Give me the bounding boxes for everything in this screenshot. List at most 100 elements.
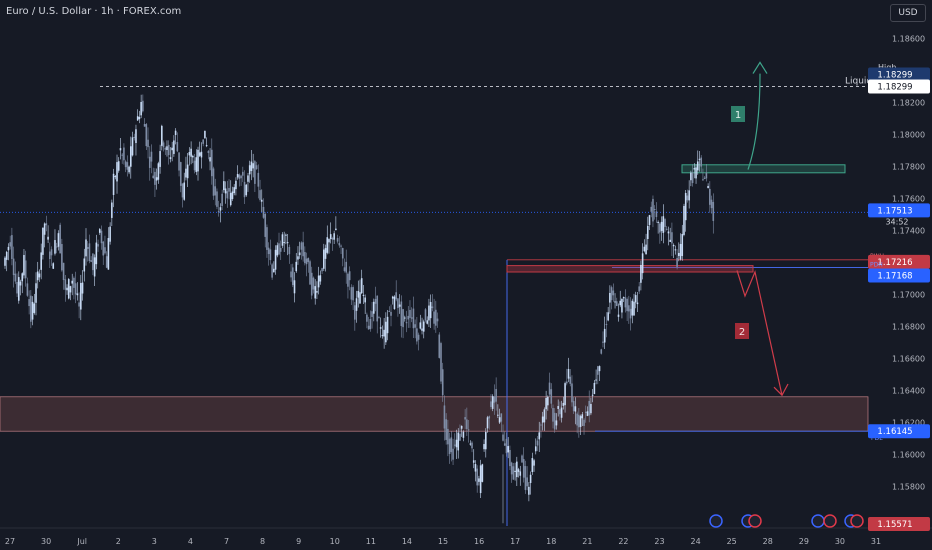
candle-body xyxy=(386,316,389,334)
candle-body xyxy=(455,439,458,448)
candle-body xyxy=(95,242,98,265)
candle-body xyxy=(438,334,441,358)
candle-body xyxy=(155,177,158,181)
candle-body xyxy=(49,251,51,260)
candle-body xyxy=(283,242,285,244)
candle-body xyxy=(378,317,380,319)
pdl-tag: PDL xyxy=(871,435,883,442)
candle-body xyxy=(338,242,341,246)
candle-body xyxy=(340,245,342,247)
candle-body xyxy=(26,283,29,296)
candle-body xyxy=(86,247,89,249)
candle-body xyxy=(98,229,101,233)
candle-body xyxy=(255,165,258,170)
candle-body xyxy=(124,161,127,168)
candle-body xyxy=(398,304,401,307)
candle-body xyxy=(55,246,58,248)
candle-body xyxy=(490,401,492,407)
candle-body xyxy=(640,265,642,283)
x-tick-label: 17 xyxy=(510,537,520,546)
candle-body xyxy=(610,287,613,301)
candle-body xyxy=(481,464,484,482)
candle-body xyxy=(188,152,191,156)
currency-button[interactable]: USD xyxy=(890,4,926,22)
candle-body xyxy=(452,448,454,460)
candle-body xyxy=(502,434,504,441)
low-value-tag: 1.15571 xyxy=(877,520,912,530)
x-tick-label: 2 xyxy=(116,537,121,546)
candle-body xyxy=(495,389,497,402)
x-tick-label: 11 xyxy=(366,537,376,546)
high-value-tag-2-bg xyxy=(868,79,930,94)
candle-body xyxy=(54,240,56,254)
candle-body xyxy=(678,252,680,256)
x-tick-label: 14 xyxy=(402,537,412,546)
candle-body xyxy=(236,173,239,178)
candle-body xyxy=(200,151,203,158)
candle-body xyxy=(657,221,659,223)
candle-body xyxy=(517,469,520,472)
candle-body xyxy=(341,248,344,259)
candle-body xyxy=(278,243,280,255)
candle-body xyxy=(545,397,547,410)
candle-body xyxy=(135,129,137,144)
candle-body xyxy=(238,174,241,179)
candle-body xyxy=(593,382,596,395)
candle-body xyxy=(638,286,640,292)
candle-body xyxy=(478,478,480,482)
candle-body xyxy=(321,268,323,272)
candle-body xyxy=(323,249,325,269)
candle-body xyxy=(540,424,542,426)
candle-body xyxy=(81,282,84,294)
demand-zone xyxy=(0,396,869,432)
candle-body xyxy=(671,232,673,244)
candle-body xyxy=(419,322,422,329)
x-tick-label: 15 xyxy=(438,537,448,546)
candle-body xyxy=(176,142,179,152)
candle-body xyxy=(643,246,646,252)
x-tick-label: 4 xyxy=(188,537,193,546)
candle-body xyxy=(555,420,558,426)
candle-body xyxy=(4,257,6,266)
y-tick-label: 1.16200 xyxy=(892,418,925,427)
candle-body xyxy=(391,296,394,299)
candle-body xyxy=(457,432,460,451)
x-tick-label: 22 xyxy=(618,537,628,546)
candle-body xyxy=(174,130,177,136)
candle-body xyxy=(114,176,117,178)
candle-body xyxy=(431,306,434,309)
candle-body xyxy=(186,164,189,179)
candle-body xyxy=(269,249,272,261)
candle-body xyxy=(130,146,132,167)
candle-body xyxy=(228,187,230,192)
candle-body xyxy=(466,419,468,430)
y-tick-label: 1.15800 xyxy=(892,482,925,491)
candle-body xyxy=(615,301,618,307)
candle-body xyxy=(143,123,146,127)
candle-body xyxy=(262,206,265,218)
candle-body xyxy=(302,242,304,257)
candle-body xyxy=(28,299,30,307)
candle-body xyxy=(524,466,527,490)
candle-body xyxy=(173,140,175,154)
candle-body xyxy=(147,139,149,148)
scenario-1-arrowhead xyxy=(752,61,768,74)
candle-body xyxy=(319,275,322,282)
candle-body xyxy=(40,252,42,270)
candle-body xyxy=(488,416,491,419)
x-tick-label: 28 xyxy=(763,537,773,546)
candle-body xyxy=(329,234,332,239)
candle-body xyxy=(421,328,423,331)
candle-body xyxy=(245,184,248,196)
candle-body xyxy=(78,302,80,307)
candle-body xyxy=(12,258,15,276)
pdh-value-tag: 1.17168 xyxy=(877,272,912,282)
candle-body xyxy=(50,249,53,256)
candle-body xyxy=(159,151,161,167)
candle-body xyxy=(259,190,261,200)
candle-body xyxy=(493,396,496,403)
candle-body xyxy=(400,301,403,326)
candle-body xyxy=(581,414,584,419)
candle-body xyxy=(584,411,587,413)
